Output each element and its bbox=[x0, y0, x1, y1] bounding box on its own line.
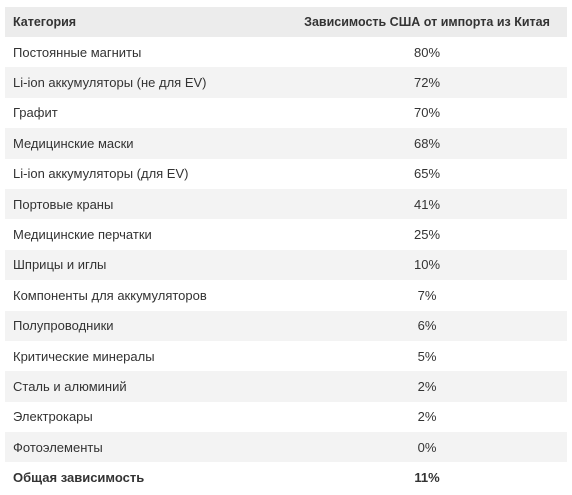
value-cell: 7% bbox=[417, 287, 437, 303]
table-row: Компоненты для аккумуляторов 7% bbox=[5, 280, 567, 310]
table-row: Li-ion аккумуляторы (не для EV) 72% bbox=[5, 67, 567, 98]
value-cell: 41% bbox=[287, 188, 567, 220]
value-cell: 6% bbox=[287, 310, 567, 341]
table-row: Медицинские маски 68% bbox=[5, 128, 567, 159]
category-cell: Медицинские маски bbox=[5, 128, 287, 159]
table-row: Фотоэлементы 0% bbox=[5, 432, 567, 463]
header-cell: Категория bbox=[5, 7, 287, 37]
value-cell: 68% bbox=[287, 128, 567, 159]
category-cell: Графит bbox=[13, 105, 58, 121]
table-row: Сталь и алюминий 2% bbox=[5, 371, 567, 402]
table-row: Электрокары 2% bbox=[5, 402, 567, 432]
value-cell: 65% bbox=[413, 166, 441, 182]
value-cell: 2% bbox=[287, 371, 567, 402]
category-cell: Электрокары bbox=[13, 409, 93, 425]
category-cell: Критические минералы bbox=[13, 348, 155, 364]
value-cell: 0% bbox=[287, 432, 567, 463]
category-cell: Общая зависимость bbox=[13, 470, 145, 486]
header-cell: Зависимость США от импорта из Китая bbox=[287, 7, 567, 37]
table: Категория Зависимость США от импорта из … bbox=[5, 7, 567, 493]
value-cell: 5% bbox=[417, 348, 437, 364]
table-header: Категория Зависимость США от импорта из … bbox=[5, 7, 567, 37]
table-row: Шприцы и иглы 10% bbox=[5, 249, 567, 281]
table-body: Постоянные магниты 80% Li-ion аккумуляторы… bbox=[5, 37, 567, 493]
table-row: Общая зависимость 11% bbox=[5, 462, 567, 492]
value-cell: 25% bbox=[413, 227, 441, 243]
category-cell: Портовые краны bbox=[5, 188, 287, 220]
category-cell: Постоянные магниты bbox=[13, 44, 142, 60]
table-row: Полупроводники 6% bbox=[5, 310, 567, 341]
category-cell: Li-ion аккумуляторы (не для EV) bbox=[5, 67, 287, 98]
value-cell: 11% bbox=[414, 470, 440, 486]
table-row: Медицинские перчатки 25% bbox=[5, 219, 567, 249]
value-cell: 80% bbox=[413, 44, 441, 60]
category-cell: Li-ion аккумуляторы (для EV) bbox=[13, 166, 189, 182]
category-cell: Сталь и алюминий bbox=[5, 371, 287, 402]
table-row: Постоянные магниты 80% bbox=[5, 37, 567, 67]
category-cell: Медицинские перчатки bbox=[13, 227, 152, 243]
table-row: Критические минералы 5% bbox=[5, 341, 567, 371]
category-cell: Шприцы и иглы bbox=[5, 249, 287, 281]
table-row: Портовые краны 41% bbox=[5, 188, 567, 220]
value-cell: 70% bbox=[413, 105, 441, 121]
category-cell: Компоненты для аккумуляторов bbox=[13, 287, 207, 303]
category-cell: Полупроводники bbox=[5, 310, 287, 341]
value-cell: 10% bbox=[287, 249, 567, 281]
table-row: Графит 70% bbox=[5, 98, 567, 128]
table-row: Li-ion аккумуляторы (для EV) 65% bbox=[5, 159, 567, 189]
value-cell: 2% bbox=[417, 409, 437, 425]
header-row: Категория Зависимость США от импорта из … bbox=[5, 7, 567, 37]
category-cell: Фотоэлементы bbox=[5, 432, 287, 463]
value-cell: 72% bbox=[287, 67, 567, 98]
